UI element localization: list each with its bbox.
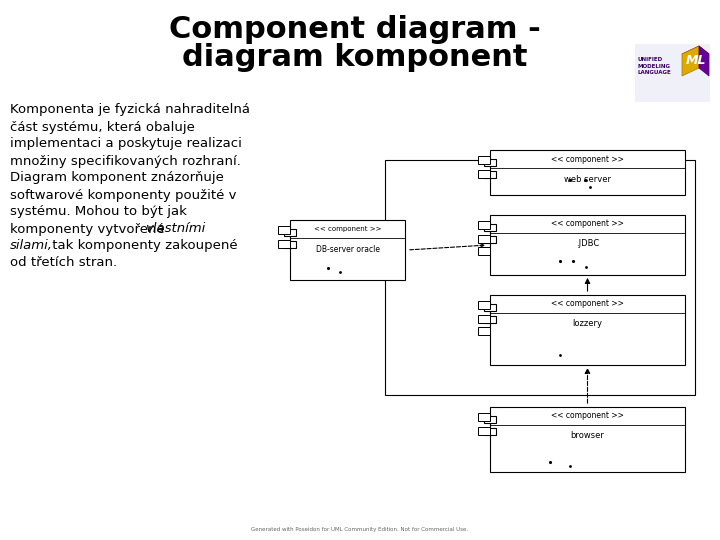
Bar	[484, 171, 496, 178]
Text: Komponenta je fyzická nahraditelná: Komponenta je fyzická nahraditelná	[10, 104, 250, 117]
Bar	[490, 295, 685, 365]
Text: implementaci a poskytuje realizaci: implementaci a poskytuje realizaci	[10, 138, 242, 151]
Text: << component >>: << component >>	[551, 219, 624, 228]
Polygon shape	[699, 46, 709, 76]
Bar	[484, 224, 496, 231]
Polygon shape	[682, 46, 699, 76]
Bar	[290, 220, 405, 280]
Bar	[484, 236, 496, 243]
Bar	[490, 150, 685, 195]
Text: << component >>: << component >>	[551, 300, 624, 308]
Bar	[478, 427, 490, 435]
Text: << component >>: << component >>	[551, 411, 624, 421]
Bar	[490, 407, 685, 472]
Bar	[635, 44, 710, 102]
Text: část systému, která obaluje: část systému, která obaluje	[10, 120, 195, 133]
Bar	[385, 160, 695, 395]
Text: .JDBC: .JDBC	[576, 240, 599, 248]
Text: Generated with Poseidon for UML Community Edition. Not for Commercial Use.: Generated with Poseidon for UML Communit…	[251, 528, 469, 532]
Bar	[478, 315, 490, 323]
Text: ML: ML	[686, 55, 706, 68]
Bar	[478, 301, 490, 309]
Text: DB-server oracle: DB-server oracle	[315, 245, 379, 253]
Text: << component >>: << component >>	[314, 226, 382, 232]
Bar	[490, 215, 685, 275]
Bar	[484, 316, 496, 323]
Text: browser: browser	[570, 431, 604, 441]
Bar	[284, 241, 296, 248]
Text: systému. Mohou to být jak: systému. Mohou to být jak	[10, 206, 187, 219]
Bar	[478, 247, 490, 255]
Bar	[484, 304, 496, 311]
Text: tak komponenty zakoupené: tak komponenty zakoupené	[48, 240, 238, 253]
Text: diagram komponent: diagram komponent	[182, 43, 528, 71]
Bar	[478, 235, 490, 243]
Polygon shape	[682, 46, 709, 62]
Bar	[278, 226, 290, 234]
Bar	[278, 240, 290, 248]
Text: Component diagram -: Component diagram -	[169, 16, 541, 44]
Text: softwarové komponenty použité v: softwarové komponenty použité v	[10, 188, 236, 201]
Text: UNIFIED
MODELING
LANGUAGE: UNIFIED MODELING LANGUAGE	[638, 57, 672, 75]
Text: vlastními: vlastními	[145, 222, 205, 235]
Bar	[478, 170, 490, 178]
Text: Diagram komponent znázorňuje: Diagram komponent znázorňuje	[10, 172, 224, 185]
Bar	[478, 156, 490, 164]
Text: silami,: silami,	[10, 240, 53, 253]
Bar	[284, 229, 296, 236]
Bar	[478, 413, 490, 421]
Bar	[478, 221, 490, 229]
Bar	[484, 159, 496, 166]
Text: lozzery: lozzery	[572, 320, 603, 328]
Text: web server: web server	[564, 174, 611, 184]
Text: množiny specifikovaných rozhraní.: množiny specifikovaných rozhraní.	[10, 154, 241, 167]
Text: od třetích stran.: od třetích stran.	[10, 256, 117, 269]
Bar	[484, 416, 496, 423]
Bar	[484, 428, 496, 435]
Text: << component >>: << component >>	[551, 154, 624, 164]
Bar	[478, 327, 490, 335]
Text: komponenty vytvořené: komponenty vytvořené	[10, 222, 169, 235]
